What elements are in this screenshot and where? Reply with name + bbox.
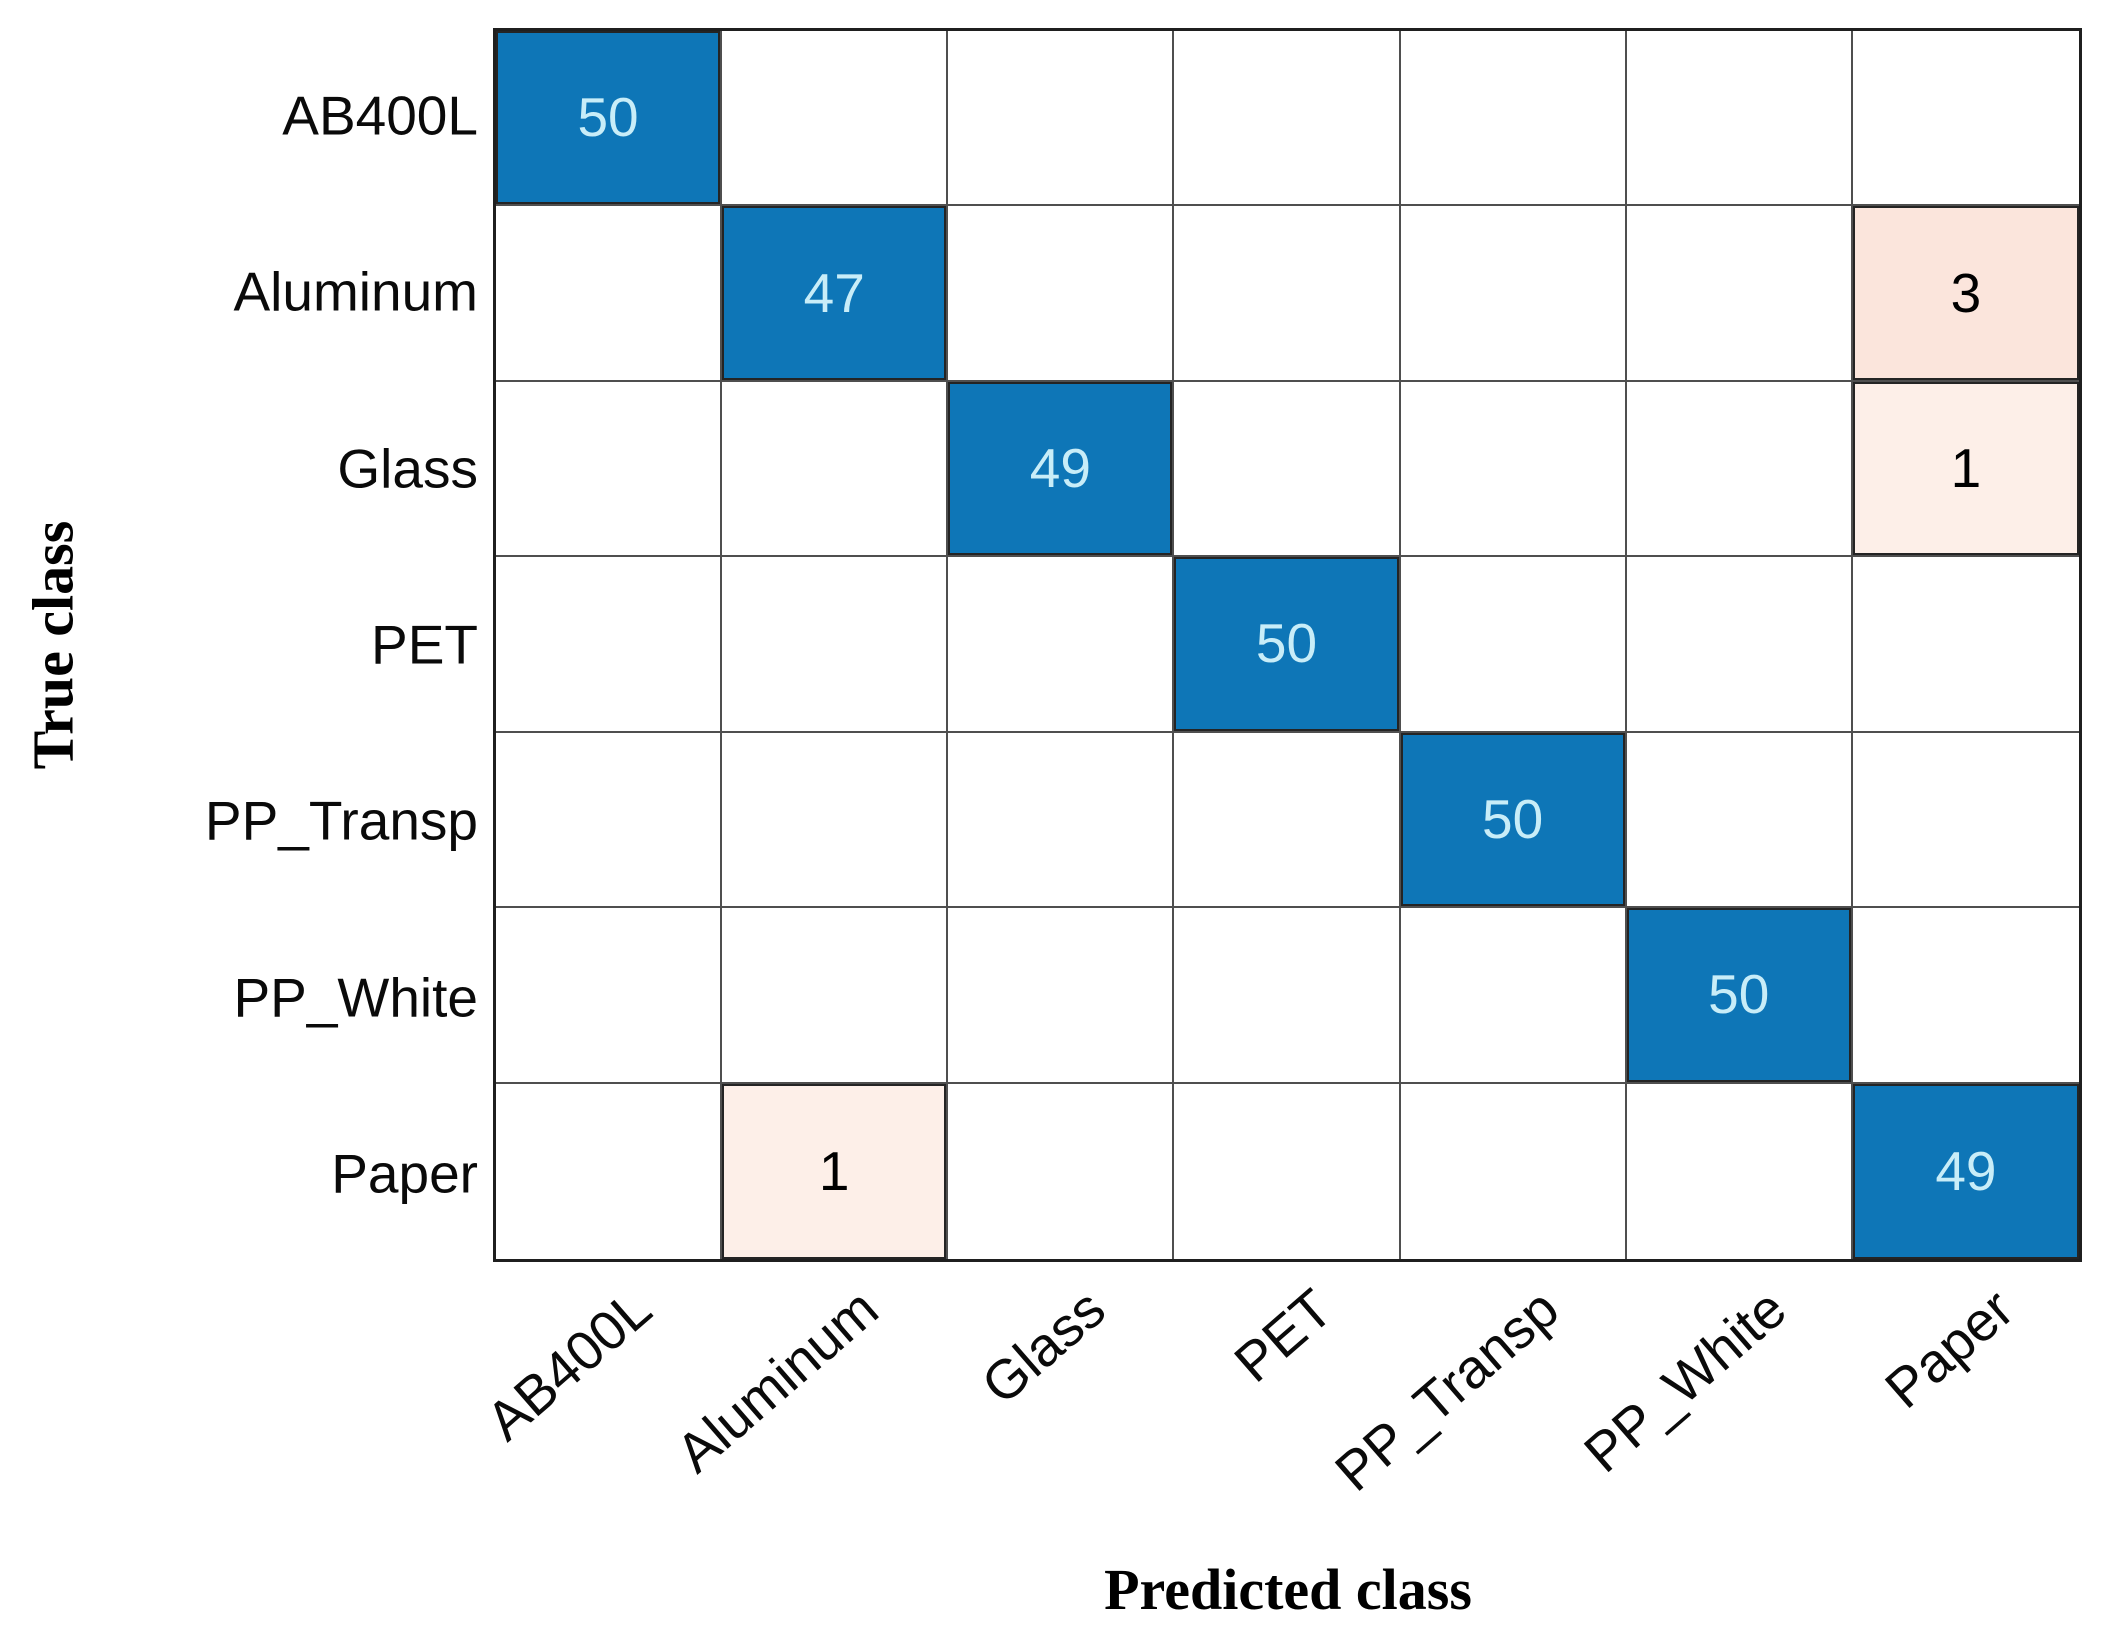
x-tick-label: Aluminum (664, 1276, 890, 1485)
matrix-cell (1626, 732, 1853, 909)
y-tick-label: Aluminum (233, 260, 478, 323)
matrix-cell (1852, 732, 2079, 909)
matrix-cell (1174, 31, 1401, 207)
matrix-cell: 50 (1174, 557, 1401, 733)
matrix-cell (722, 31, 949, 207)
matrix-cell (1400, 1083, 1627, 1259)
y-tick-label: AB400L (282, 84, 478, 147)
matrix-cell (496, 206, 723, 382)
matrix-cell (496, 557, 723, 733)
matrix-cell (496, 1083, 723, 1259)
matrix-cell (1852, 557, 2079, 733)
matrix-cell (1626, 381, 1853, 558)
matrix-cell (948, 31, 1175, 207)
matrix-cell (722, 732, 949, 909)
y-tick-label: PP_Transp (204, 789, 478, 852)
matrix-cell: 1 (1852, 381, 2079, 558)
matrix-cell (1174, 732, 1401, 909)
confusion-matrix-grid: 50 47 3 49 1 50 50 50 1 49 (493, 28, 2082, 1262)
matrix-cell (496, 908, 723, 1084)
matrix-cell (1400, 206, 1627, 382)
x-tick-label: PP_Transp (1323, 1276, 1571, 1503)
matrix-cell: 50 (496, 31, 723, 207)
matrix-cell (722, 557, 949, 733)
x-axis-title: Predicted class (1104, 1557, 1472, 1622)
matrix-cell: 49 (1852, 1083, 2079, 1259)
x-tick-label: PP_White (1572, 1276, 1798, 1485)
x-tick-label: PET (1222, 1276, 1344, 1394)
matrix-cell (948, 1083, 1175, 1259)
matrix-cell (1174, 381, 1401, 558)
matrix-cell (1852, 908, 2079, 1084)
x-tick-label: AB400L (474, 1276, 663, 1453)
matrix-cell (1400, 908, 1627, 1084)
matrix-cell (1400, 557, 1627, 733)
x-tick-label: Paper (1873, 1276, 2025, 1421)
matrix-cell (496, 732, 723, 909)
matrix-cell (1400, 31, 1627, 207)
matrix-cell (948, 206, 1175, 382)
matrix-cell: 49 (948, 381, 1175, 558)
matrix-cell (948, 908, 1175, 1084)
y-tick-label: PET (371, 613, 478, 676)
matrix-cell: 50 (1626, 908, 1853, 1084)
matrix-cell (722, 908, 949, 1084)
y-tick-label: Glass (337, 437, 478, 500)
matrix-cell (948, 557, 1175, 733)
matrix-cell (1174, 908, 1401, 1084)
matrix-cell (1400, 381, 1627, 558)
matrix-cell: 50 (1400, 732, 1627, 909)
matrix-cell (1626, 1083, 1853, 1259)
matrix-cell (1174, 1083, 1401, 1259)
y-tick-label: Paper (331, 1142, 478, 1205)
matrix-cell (1626, 31, 1853, 207)
matrix-cell (1852, 31, 2079, 207)
matrix-cell (1626, 557, 1853, 733)
matrix-cell: 47 (722, 206, 949, 382)
matrix-cell (722, 381, 949, 558)
y-tick-label: PP_White (233, 966, 478, 1029)
x-tick-label: Glass (969, 1276, 1117, 1417)
matrix-cell: 1 (722, 1083, 949, 1259)
matrix-cell (496, 381, 723, 558)
matrix-cell (948, 732, 1175, 909)
matrix-cell (1626, 206, 1853, 382)
matrix-cell: 3 (1852, 206, 2079, 382)
matrix-cell (1174, 206, 1401, 382)
